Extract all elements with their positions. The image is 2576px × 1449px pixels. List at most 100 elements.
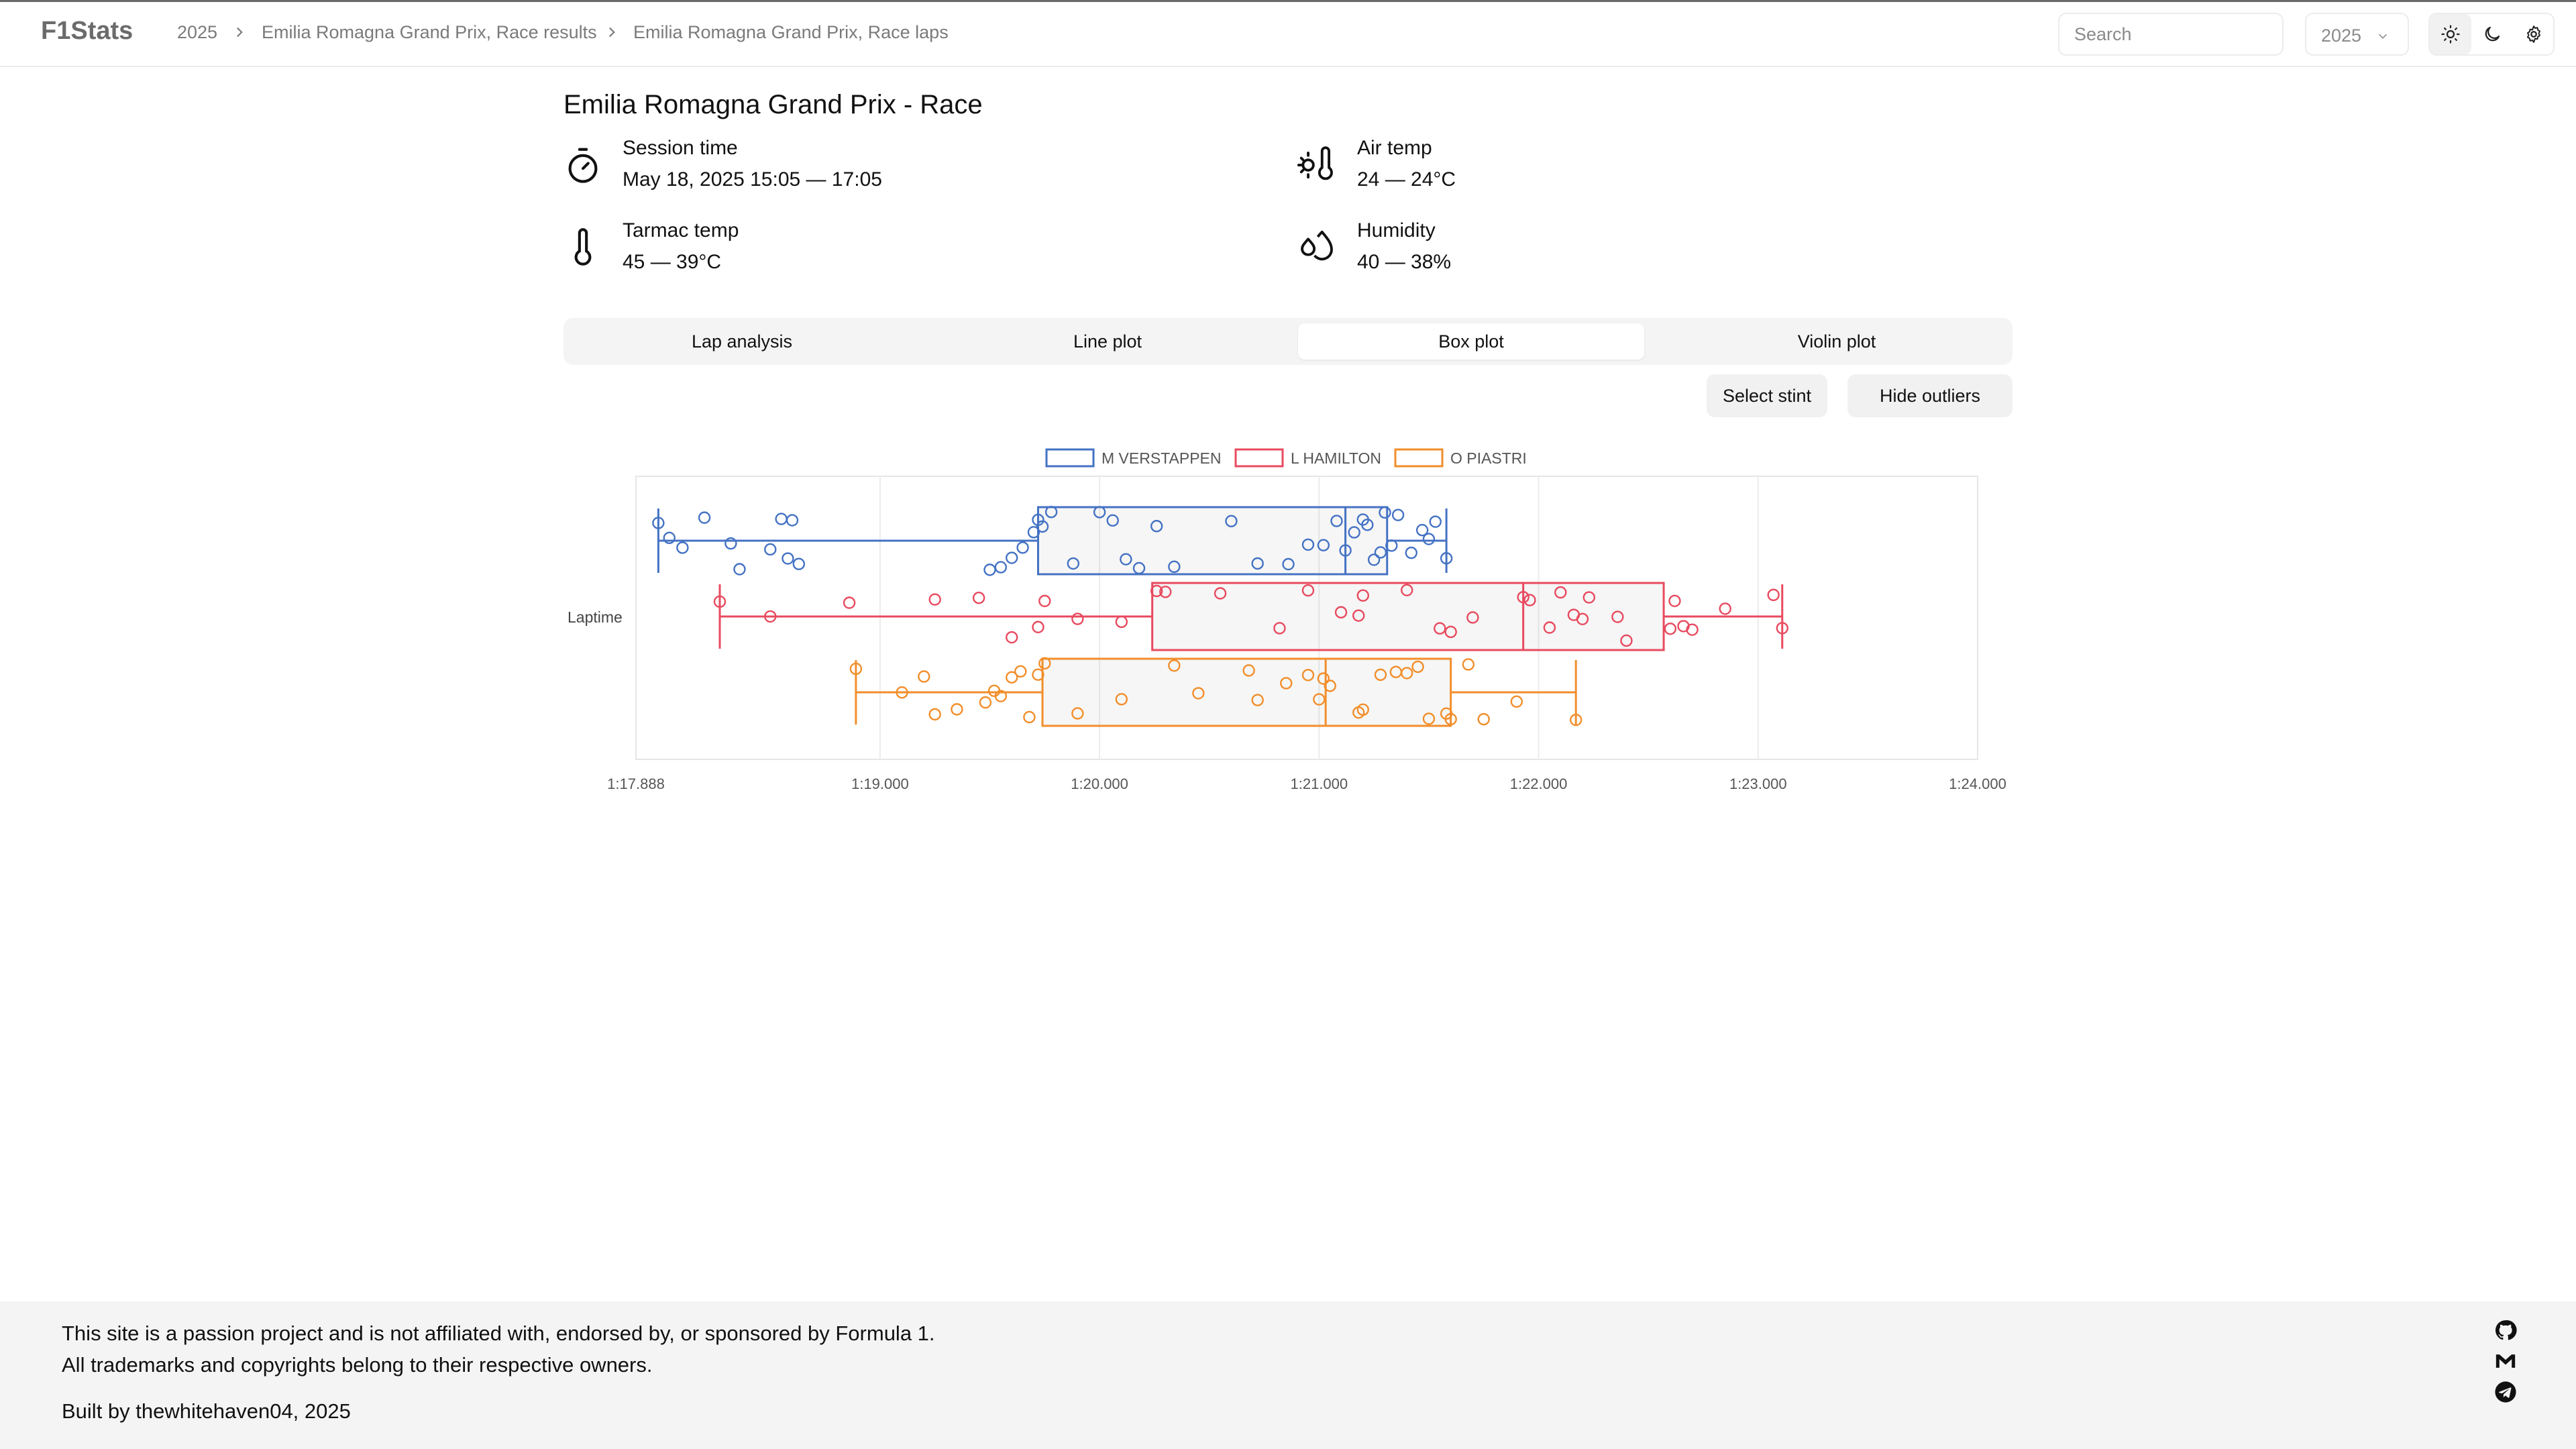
data-point: [1686, 623, 1699, 636]
data-point: [724, 537, 737, 550]
data-point: [1415, 524, 1429, 537]
x-tick-label: 1:24.000: [1949, 775, 2006, 792]
breadcrumb-race-laps[interactable]: Emilia Romagna Grand Prix, Race laps: [633, 22, 949, 42]
data-point: [1071, 612, 1084, 625]
top-nav: F1Stats 2025 Emilia Romagna Grand Prix, …: [0, 2, 2576, 67]
data-point: [1379, 506, 1391, 519]
legend-label: O PIASTRI: [1450, 449, 1527, 467]
data-point: [1391, 508, 1405, 521]
top-border: [0, 0, 2576, 2]
y-axis-label: Laptime: [568, 608, 623, 626]
data-point: [1422, 712, 1436, 725]
data-point: [1168, 659, 1181, 672]
data-point: [786, 514, 799, 527]
plot-area: [635, 476, 1978, 760]
box-iqr: [1151, 582, 1665, 651]
mail-icon[interactable]: [2494, 1350, 2517, 1373]
data-point: [1444, 712, 1457, 726]
chevron-right-icon: [608, 27, 615, 38]
moon-icon: [2485, 26, 2500, 42]
data-point: [1523, 594, 1536, 606]
x-tick-label: 1:21.000: [1291, 775, 1348, 792]
tab-violin-plot[interactable]: Violin plot: [1797, 331, 1876, 352]
session-time-value: May 18, 2025 15:05 — 17:05: [623, 168, 882, 191]
breadcrumb-year[interactable]: 2025: [177, 22, 218, 42]
data-point: [1374, 546, 1387, 559]
search-input[interactable]: [2058, 13, 2284, 56]
dark-theme-button[interactable]: [2471, 14, 2513, 54]
x-tick-label: 1:22.000: [1510, 775, 1568, 792]
data-point: [1301, 669, 1315, 682]
system-theme-button[interactable]: [2513, 14, 2555, 54]
data-point: [1334, 606, 1348, 619]
data-point: [1168, 560, 1181, 574]
breadcrumb-race-results[interactable]: Emilia Romagna Grand Prix, Race results: [262, 22, 597, 42]
hide-outliers-button[interactable]: Hide outliers: [1847, 374, 2012, 417]
data-point: [1367, 553, 1381, 566]
tab-box-plot[interactable]: Box plot: [1298, 323, 1644, 360]
data-point: [1014, 665, 1027, 678]
data-point: [1150, 584, 1163, 598]
data-point: [849, 662, 863, 676]
select-stint-button[interactable]: Select stint: [1707, 374, 1827, 417]
tab-line-plot[interactable]: Line plot: [1073, 331, 1142, 352]
data-point: [1071, 707, 1084, 720]
data-point: [1280, 677, 1293, 690]
data-point: [1192, 687, 1205, 700]
light-theme-button[interactable]: [2430, 14, 2471, 54]
data-point: [1036, 520, 1049, 533]
data-point: [1339, 544, 1352, 557]
data-point: [1554, 586, 1567, 599]
tab-lap-analysis[interactable]: Lap analysis: [691, 331, 793, 352]
x-tick-label: 1:17.888: [607, 775, 665, 792]
data-point: [1462, 658, 1475, 671]
data-point: [1159, 586, 1172, 598]
data-point: [1282, 557, 1295, 571]
year-select[interactable]: 2025: [2305, 13, 2409, 56]
github-icon[interactable]: [2494, 1319, 2517, 1342]
footer-disclaimer: This site is a passion project and is no…: [62, 1322, 935, 1345]
data-point: [782, 552, 794, 565]
data-point: [1313, 693, 1326, 706]
box-iqr: [1036, 506, 1389, 576]
telegram-icon[interactable]: [2494, 1381, 2517, 1403]
data-point: [698, 511, 711, 524]
data-point: [896, 686, 908, 699]
data-point: [1422, 533, 1436, 545]
x-tick-label: 1:23.000: [1729, 775, 1787, 792]
data-point: [1429, 515, 1442, 528]
page-title: Emilia Romagna Grand Prix - Race: [564, 90, 983, 119]
air-temp-value: 24 — 24°C: [1357, 168, 1456, 191]
data-point: [1352, 609, 1365, 622]
data-point: [1401, 667, 1413, 680]
data-point: [1569, 713, 1582, 727]
data-point: [1006, 551, 1018, 564]
data-point: [1317, 672, 1330, 685]
chevron-down-icon: [2378, 34, 2387, 40]
box-iqr: [1041, 657, 1452, 727]
data-point: [764, 610, 777, 623]
data-point: [1668, 594, 1681, 607]
session-time-label: Session time: [623, 137, 738, 159]
data-point: [792, 557, 806, 570]
droplets-icon: [1301, 230, 1333, 261]
data-point: [1251, 557, 1264, 570]
data-point: [1301, 538, 1315, 551]
data-point: [676, 541, 689, 554]
stopwatch-icon: [568, 148, 598, 183]
data-point: [994, 690, 1008, 702]
data-point: [1466, 611, 1479, 624]
humidity-label: Humidity: [1357, 219, 1436, 241]
data-point: [775, 513, 788, 525]
data-point: [1027, 526, 1040, 539]
data-point: [1301, 584, 1315, 597]
brand-logo[interactable]: F1Stats: [41, 17, 133, 45]
gear-icon: [2527, 25, 2540, 43]
data-point: [1115, 693, 1128, 706]
data-point: [1611, 610, 1624, 623]
data-point: [1006, 631, 1018, 644]
data-point: [1038, 657, 1051, 670]
data-point: [979, 696, 992, 709]
data-point: [951, 703, 963, 716]
data-point: [1411, 660, 1424, 674]
